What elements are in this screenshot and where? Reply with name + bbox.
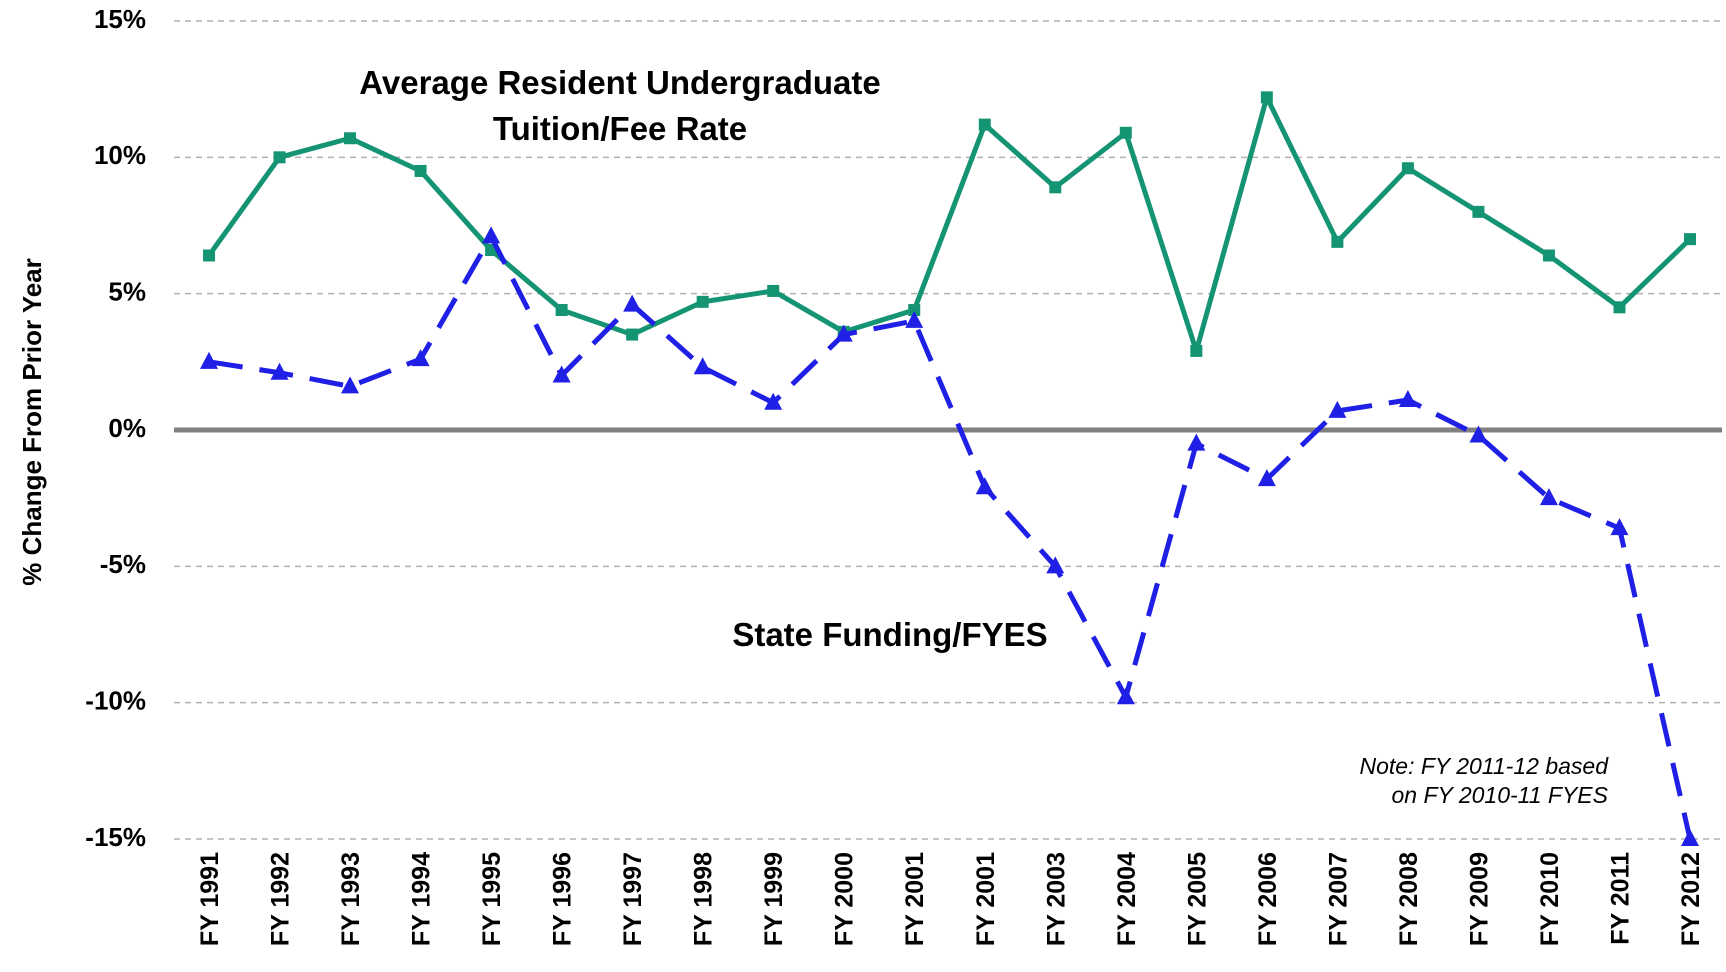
y-tick-label: 0%: [108, 413, 146, 443]
y-tick-label: 15%: [94, 4, 146, 34]
x-tick-label: FY 2001: [972, 852, 1000, 946]
point: [1681, 829, 1699, 846]
x-tick-label: FY 1994: [408, 852, 436, 946]
point: [1049, 181, 1062, 194]
series-label: State Funding/FYES: [732, 616, 1048, 653]
x-tick-label: FY 2008: [1395, 852, 1423, 946]
note-line: on FY 2010-11 FYES: [1391, 782, 1608, 808]
x-tick-label: FY 1999: [760, 852, 788, 946]
series-line: [208, 233, 1693, 840]
point: [908, 304, 921, 317]
point: [767, 284, 780, 297]
point: [626, 328, 639, 341]
point: [975, 477, 994, 495]
point: [623, 294, 642, 312]
point: [200, 351, 218, 369]
x-tick-label: FY 2010: [1536, 852, 1564, 946]
point: [1187, 433, 1206, 451]
point: [1542, 249, 1555, 262]
x-tick-label: FY 1995: [478, 852, 506, 946]
point: [1613, 301, 1626, 314]
x-tick-label: FY 2006: [1254, 852, 1282, 946]
point: [485, 244, 498, 257]
y-tick-label: 5%: [108, 277, 146, 307]
x-tick-label: FY 2004: [1113, 852, 1141, 946]
point: [482, 226, 501, 244]
point: [270, 362, 289, 380]
x-tick-label: FY 1997: [619, 852, 647, 946]
point: [341, 376, 360, 394]
point: [978, 118, 991, 131]
point: [1046, 556, 1065, 574]
point: [1472, 205, 1485, 218]
x-tick-label: FY 2011: [1606, 852, 1634, 945]
x-tick-label: FY 1992: [267, 852, 295, 946]
point: [552, 365, 571, 383]
point: [905, 310, 924, 328]
series-label: Average Resident Undergraduate Tuition/F…: [359, 64, 881, 147]
point: [203, 249, 215, 262]
x-tick-label: FY 1996: [549, 852, 577, 946]
x-tick-label: FY 2003: [1042, 852, 1070, 946]
point: [411, 349, 430, 367]
point: [693, 357, 712, 375]
note: Note: FY 2011-12 based on FY 2010-11 FYE…: [1360, 752, 1609, 810]
point: [1257, 469, 1276, 487]
y-axis-title: % Change From Prior Year: [17, 258, 47, 586]
point: [1190, 344, 1203, 357]
x-tick-label: FY 2007: [1324, 852, 1352, 946]
point: [1328, 400, 1347, 418]
x-tick-label: FY 2005: [1183, 852, 1211, 946]
note-line: Note: FY 2011-12 based: [1359, 753, 1609, 779]
point: [555, 304, 568, 317]
series-line: [206, 94, 1692, 354]
x-tick-label: FY 1991: [196, 852, 224, 946]
point: [1331, 235, 1344, 248]
x-tick-label: FY 2009: [1465, 852, 1493, 946]
point: [1260, 91, 1273, 104]
point: [696, 295, 709, 308]
point: [414, 164, 427, 177]
y-tick-label: -5%: [100, 549, 146, 579]
y-tick-label: -15%: [85, 822, 146, 852]
point: [1116, 687, 1135, 705]
point: [1610, 518, 1629, 536]
point: [1539, 488, 1558, 506]
point: [1401, 162, 1414, 175]
point: [1684, 233, 1696, 246]
x-tick-label: FY 2000: [831, 852, 859, 946]
point: [834, 324, 853, 342]
point: [1398, 390, 1417, 408]
x-tick-label: FY 1993: [337, 852, 365, 946]
y-tick-label: 10%: [94, 140, 146, 170]
x-tick-label: FY 2001: [901, 852, 929, 946]
y-tick-label: -10%: [85, 686, 146, 716]
point: [273, 151, 286, 164]
x-tick-label: FY 2012: [1677, 852, 1705, 946]
point: [1469, 425, 1488, 443]
x-tick-label: FY 1998: [690, 852, 718, 946]
point: [1119, 126, 1132, 139]
point: [764, 392, 783, 410]
point: [344, 132, 357, 145]
